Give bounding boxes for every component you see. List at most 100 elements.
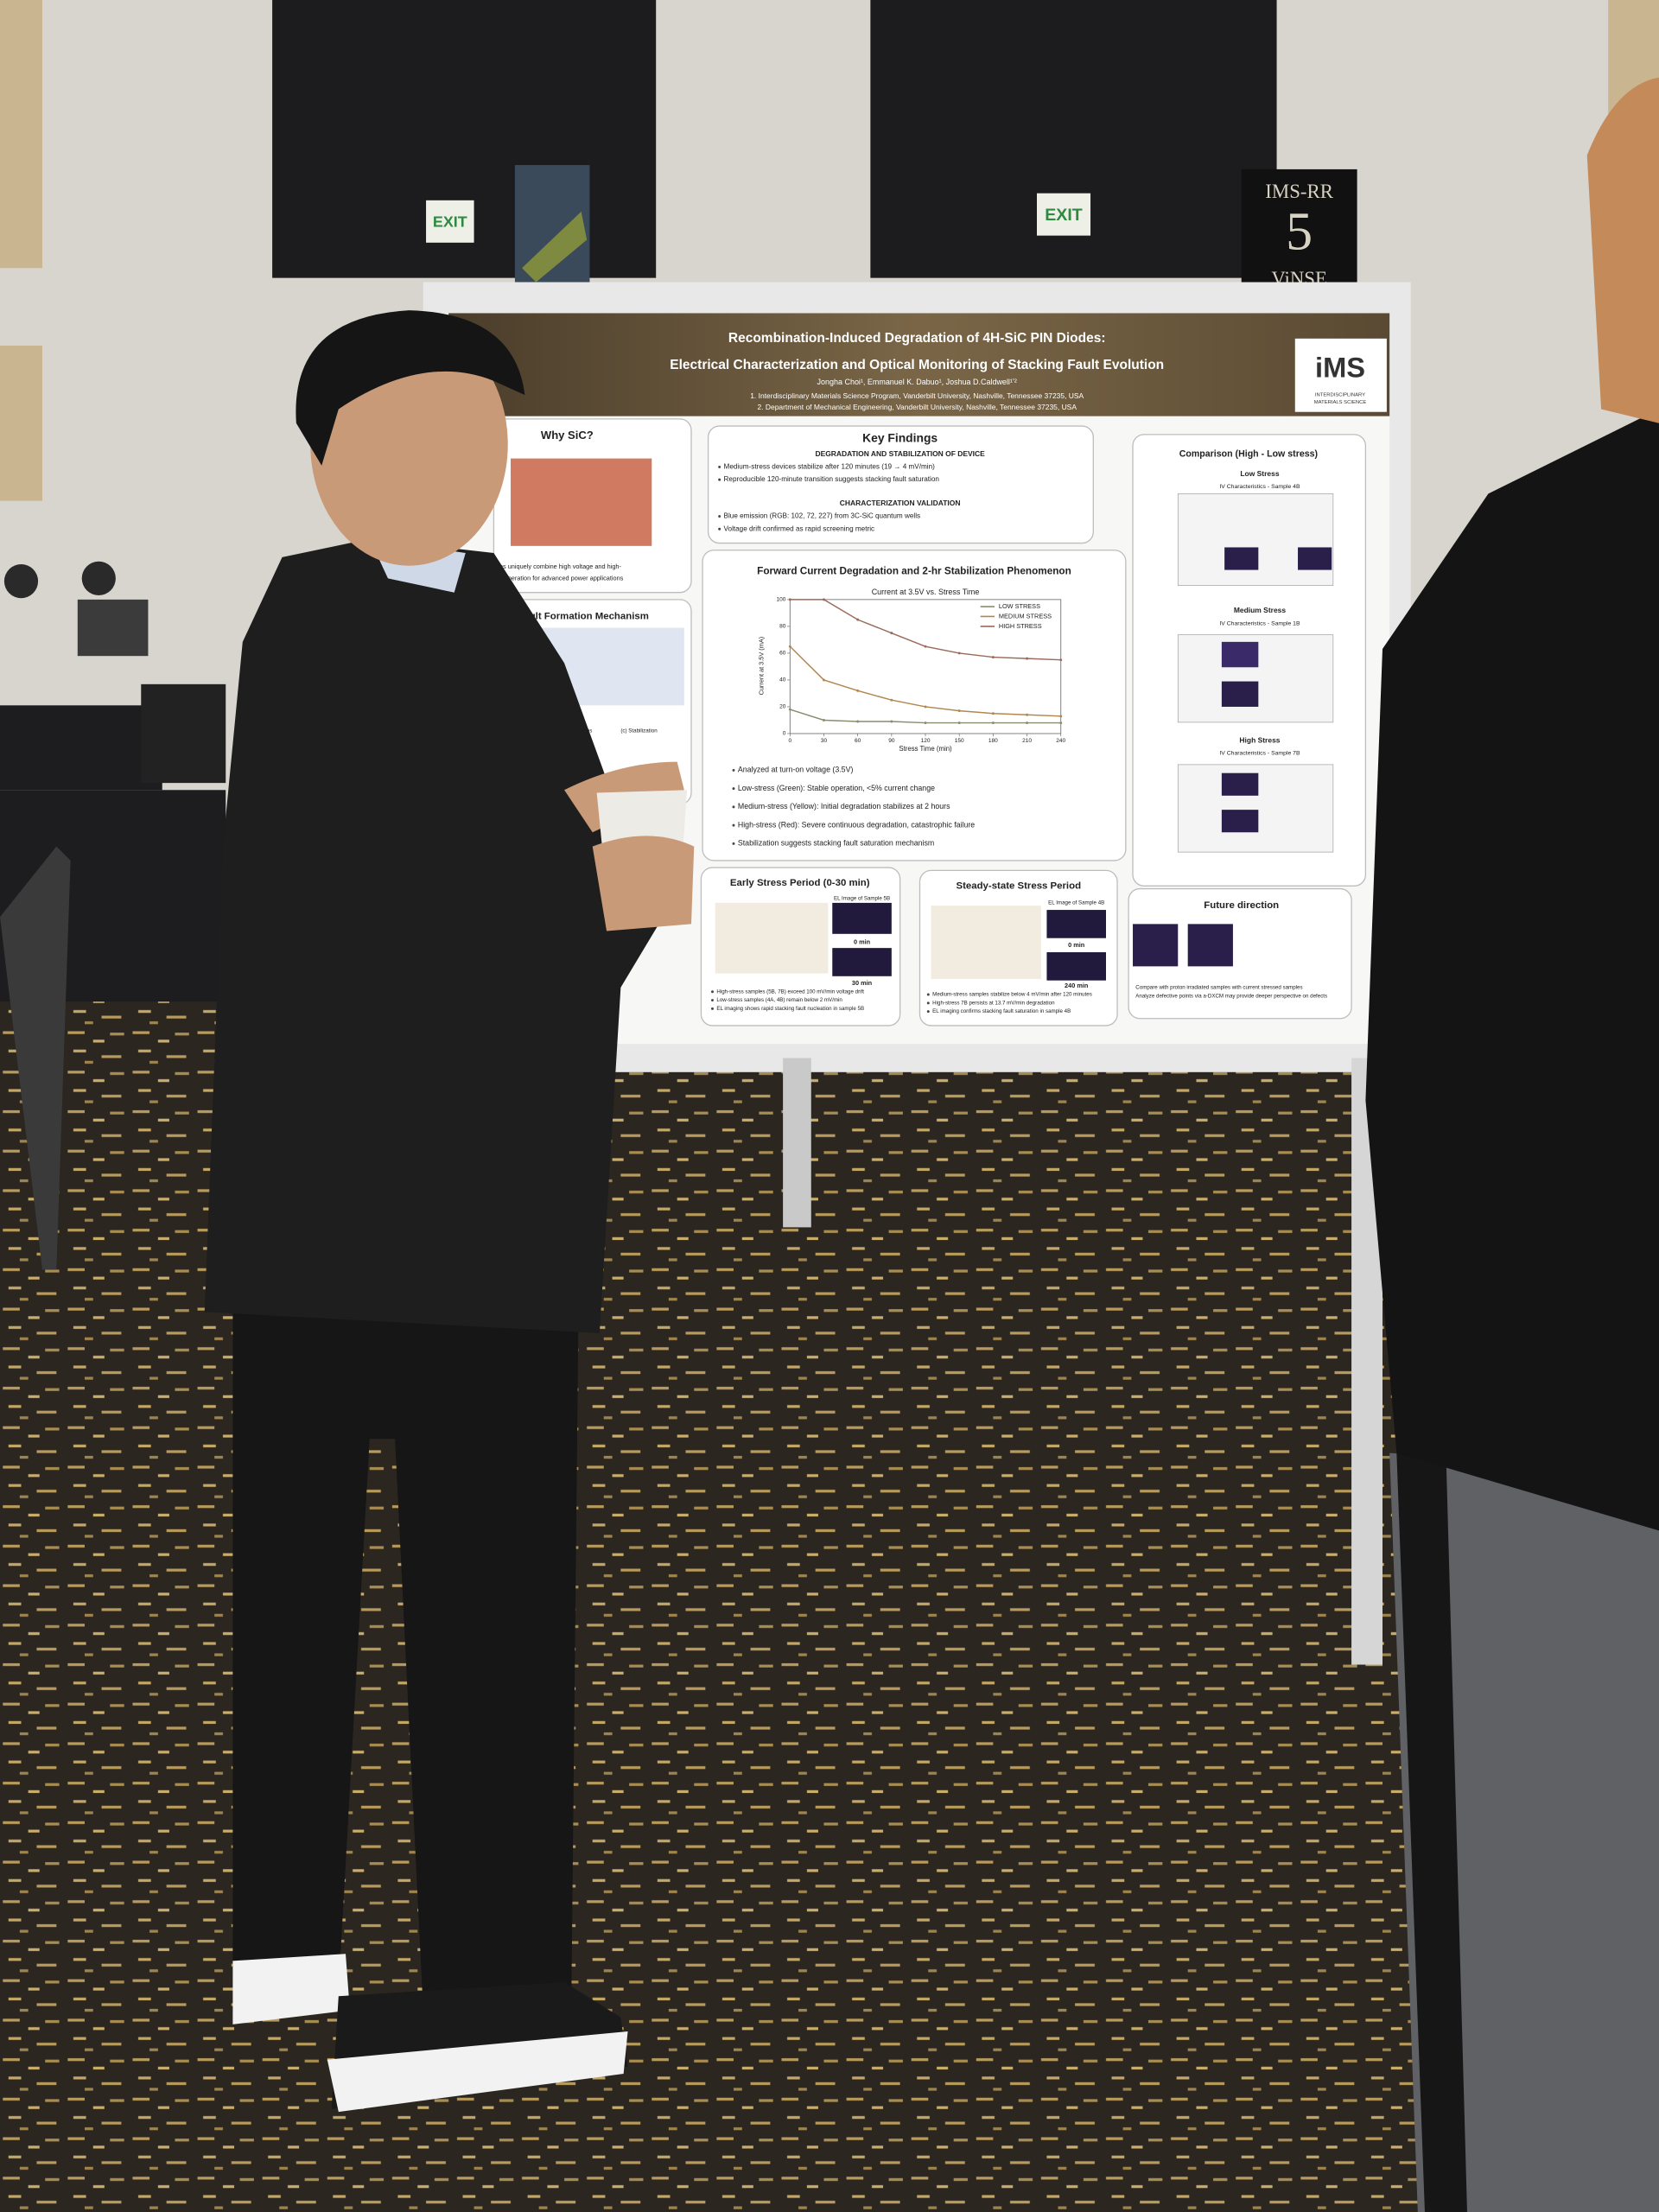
section-heading: Comparison (High - Low stress) (1179, 449, 1318, 460)
bullet-text: Low-stress samples (4A, 4B) remain below… (716, 997, 842, 1003)
section-heading: Future direction (1204, 900, 1279, 911)
background-person (3, 564, 39, 599)
poster-text: Compare with proton irradiated samples w… (1135, 984, 1302, 990)
y-tick-label: 80 (779, 624, 786, 630)
subheading: CHARACTERIZATION VALIDATION (840, 499, 961, 507)
x-tick-label: 0 (788, 738, 791, 744)
exit-sign (1037, 193, 1091, 236)
legend-label: MEDIUM STRESS (999, 612, 1052, 620)
data-point (890, 632, 893, 635)
el-image (1133, 924, 1179, 967)
y-tick-label: 100 (777, 597, 786, 603)
bullet-text: EL imaging confirms stacking fault satur… (932, 1008, 1071, 1014)
board-code: IMS-RR (1265, 181, 1333, 202)
picture-detail (522, 211, 588, 283)
data-point (890, 698, 893, 702)
bullet-dot (711, 999, 714, 1002)
data-point (822, 598, 825, 601)
poster-text: EL Image of Sample 4B (1048, 900, 1104, 906)
el-image (1221, 641, 1259, 668)
section-heading: Steady-state Stress Period (957, 880, 1082, 891)
bullet-text: Low-stress (Green): Stable operation, <5… (738, 784, 935, 792)
data-point (1059, 721, 1063, 725)
figure (715, 902, 829, 974)
bullet-dot (718, 515, 721, 518)
poster-text: IV Characteristics - Sample 4B (1219, 484, 1300, 490)
subheading: Low Stress (1240, 469, 1279, 478)
el-image (1221, 810, 1259, 833)
bullet-dot (732, 768, 735, 772)
board-leg (783, 1058, 811, 1228)
bullet-dot (718, 527, 721, 531)
poster-content: Recombination-Induced Degradation of 4H-… (474, 331, 1367, 1014)
data-point (991, 656, 995, 659)
poster-text: y operation for advanced power applicati… (499, 574, 624, 582)
poster-text: Analyze defective points via a-DXCM may … (1135, 993, 1327, 999)
bullet-dot (732, 823, 735, 827)
poster-title: Electrical Characterization and Optical … (670, 358, 1164, 372)
data-point (957, 709, 961, 713)
data-point (822, 719, 825, 721)
data-point (822, 678, 825, 682)
poster-text: 240 min (1065, 982, 1089, 989)
x-tick-label: 30 (821, 738, 828, 744)
shoe (232, 1954, 350, 2024)
hair (296, 310, 525, 466)
wall-panel (0, 0, 42, 269)
data-point (1059, 658, 1063, 662)
panel (707, 425, 1094, 544)
el-image (832, 902, 892, 934)
bullet-dot (926, 993, 930, 996)
el-image (1298, 547, 1332, 570)
jacket (204, 538, 664, 1333)
bullet-dot (732, 805, 735, 809)
hair (1586, 77, 1659, 423)
chart-title: Current at 3.5V vs. Stress Time (872, 588, 980, 596)
bullet-text: High-stress samples (5B, 7B) exceed 100 … (716, 988, 864, 995)
el-image (832, 948, 892, 976)
trouser-stripe (1396, 1452, 1467, 2212)
poster-text: (c) Stabilization (620, 728, 658, 734)
shoe-sole (327, 2031, 628, 2113)
data-point (1059, 715, 1063, 718)
panel (702, 550, 1127, 861)
bullet-text: Medium-stress samples stabilize below 4 … (932, 992, 1092, 998)
exit-text: EXIT (433, 213, 467, 231)
legend-label: HIGH STRESS (999, 622, 1042, 630)
data-point (924, 721, 927, 725)
el-image (1221, 772, 1259, 796)
hand (592, 836, 695, 931)
bullet-dot (711, 1007, 714, 1010)
y-tick-label: 40 (779, 677, 786, 683)
bullet-text: Medium-stress devices stabilize after 12… (724, 463, 936, 471)
y-tick-label: 20 (779, 704, 786, 710)
x-tick-label: 180 (988, 738, 998, 744)
section-heading: Forward Current Degradation and 2-hr Sta… (757, 565, 1071, 576)
subheading: High Stress (1239, 735, 1280, 744)
section-heading: Early Stress Period (0-30 min) (730, 878, 870, 888)
bullet-text: High-stress 7B persists at 13.7 mV/min d… (932, 1000, 1055, 1006)
x-axis-label: Stress Time (min) (899, 745, 952, 753)
poster-text: 0 min (1068, 941, 1085, 949)
bullet-text: High-stress (Red): Severe continuous deg… (738, 820, 975, 829)
exit-text: EXIT (1045, 206, 1083, 225)
data-point (788, 708, 791, 711)
section-heading: Why SiC? (541, 429, 594, 442)
data-point (890, 720, 893, 723)
x-tick-label: 90 (888, 738, 895, 744)
bullet-dot (732, 842, 735, 845)
data-point (924, 705, 927, 709)
figure (931, 906, 1041, 980)
el-image (1046, 952, 1106, 981)
bullet-dot (926, 1001, 930, 1005)
hoodie (1365, 409, 1659, 1531)
subheading: DEGRADATION AND STABILIZATION OF DEVICE (815, 449, 985, 458)
bullet-text: Analyzed at turn-on voltage (3.5V) (738, 766, 854, 774)
el-image (1046, 910, 1106, 938)
background-person (77, 599, 149, 657)
authors: Jongha Choi¹, Emmanuel K. Dabuo¹, Joshua… (817, 378, 1017, 386)
data-point (1026, 713, 1029, 716)
el-image (1224, 547, 1259, 570)
poster-text: IV Characteristics - Sample 7B (1219, 751, 1300, 757)
